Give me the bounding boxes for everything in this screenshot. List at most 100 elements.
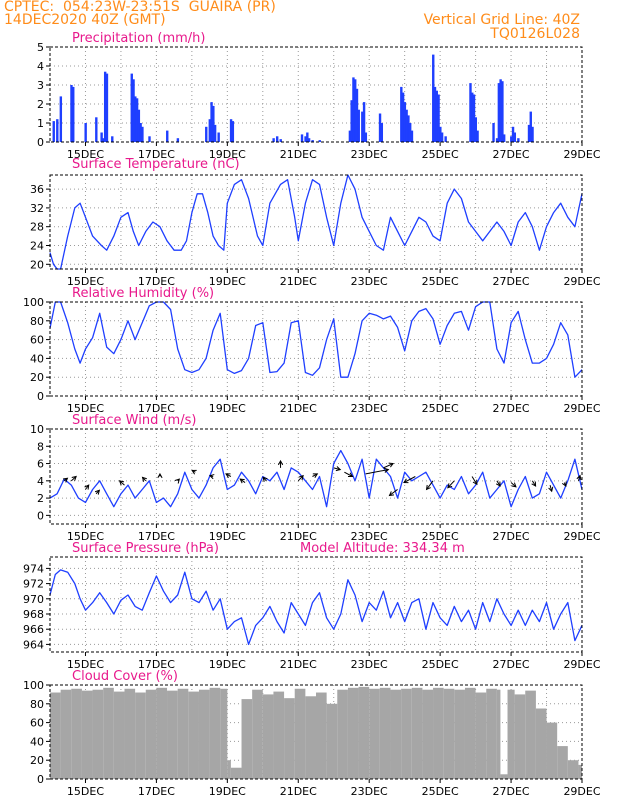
wind-x-tick-label: 27DEC <box>493 530 530 543</box>
wind-arrow <box>447 480 455 489</box>
precip-bar <box>511 126 515 142</box>
precip-title: Precipitation (mm/h) <box>72 31 205 46</box>
wind-arrow-head <box>118 480 125 486</box>
wind-arrow-head <box>312 473 319 478</box>
precip-y-tick-label: 4 <box>37 60 44 73</box>
cloud-cover-bar <box>486 688 497 779</box>
wind-arrow-head <box>383 467 390 473</box>
cloud-y-tick-label: 0 <box>37 773 44 786</box>
wind-frame <box>49 428 583 525</box>
precip-bar <box>444 136 447 142</box>
precip-bar <box>529 111 532 142</box>
precip-bar <box>212 105 215 142</box>
pressure-x-tick-label: 25DEC <box>422 658 459 671</box>
precip-bar <box>210 102 213 142</box>
model-code: TQ0126L028 <box>490 26 580 42</box>
precip-y-tick-label: 1 <box>37 117 44 130</box>
precip-bar <box>111 136 114 142</box>
precip-bar <box>471 92 474 142</box>
wind-arrow-head <box>347 472 354 478</box>
precip-bar <box>499 79 502 142</box>
precip-bar <box>132 79 135 142</box>
wind-arrow-head <box>84 484 90 490</box>
precip-bar <box>100 132 103 142</box>
precip-bar <box>440 132 444 142</box>
cloud-cover-bar <box>252 689 263 779</box>
temp-series-line <box>49 174 583 270</box>
temp-x-tick-label: 17DEC <box>138 275 175 288</box>
precip-bar <box>272 138 275 142</box>
wind-arrow-head <box>141 476 147 482</box>
rh-y-tick-label: 0 <box>37 390 44 403</box>
cloud-cover-bar <box>156 687 168 779</box>
precip-bar <box>72 86 75 142</box>
cloud-cover-bar <box>507 689 515 779</box>
wind-arrow-head <box>388 462 395 468</box>
cloud-cover-bar <box>422 689 434 779</box>
cloud-cover-bar <box>326 703 338 779</box>
cloud-cover-bar <box>411 687 423 779</box>
temp-x-tick-label: 19DEC <box>209 275 246 288</box>
pressure-y-tick-label: 966 <box>23 623 44 636</box>
cloud-x-tick-label: 21DEC <box>280 785 317 798</box>
wind-arrow <box>471 476 478 485</box>
pressure-series-line <box>49 569 583 646</box>
cloud-cover-bar <box>71 688 82 779</box>
wind-arrow-head <box>335 466 342 472</box>
temp-title: Surface Temperature (nC) <box>72 157 240 172</box>
temp-x-tick-label: 15DEC <box>67 275 104 288</box>
model-altitude: Model Altitude: 334.34 m <box>300 541 465 556</box>
rh-x-tick-label: 25DEC <box>422 402 459 415</box>
wind-arrow <box>119 480 125 486</box>
wind-arrow-head <box>239 478 245 484</box>
cloud-cover-bar <box>358 686 370 779</box>
cloud-cover-bar <box>60 689 72 779</box>
cloud-cover-bar <box>188 691 199 779</box>
precip-x-tick-label: 25DEC <box>422 148 459 161</box>
precip-bar <box>229 119 233 142</box>
wind-arrow-head <box>62 477 69 483</box>
precip-bar <box>307 138 311 142</box>
cloud-y-tick-label: 60 <box>30 717 44 730</box>
precip-bar <box>474 117 477 142</box>
rh-x-tick-label: 15DEC <box>67 402 104 415</box>
cloud-x-tick-label: 23DEC <box>351 785 388 798</box>
cloud-x-tick-label: 29DEC <box>563 785 600 798</box>
cloud-cover-bar <box>347 687 359 779</box>
pressure-title: Surface Pressure (hPa) <box>72 541 219 556</box>
precip-bar <box>401 92 405 142</box>
precip-bar <box>476 130 479 142</box>
cloud-cover-bar <box>369 688 380 779</box>
wind-arrow-head <box>388 491 394 497</box>
precip-bar <box>355 88 359 142</box>
temp-y-tick-label: 28 <box>30 221 44 234</box>
vertical-grid-note: Vertical Grid Line: 40Z <box>423 12 580 28</box>
wind-x-tick-label: 19DEC <box>209 530 246 543</box>
wind-y-tick-label: 10 <box>30 423 44 436</box>
precip-bar <box>352 77 355 142</box>
cloud-cover-bar <box>514 694 526 779</box>
cloud-cover-bar <box>294 688 306 779</box>
rh-series-line <box>49 301 583 378</box>
cloud-x-tick-label: 27DEC <box>493 785 530 798</box>
precip-bar <box>350 100 353 142</box>
wind-y-tick-label: 0 <box>37 509 44 522</box>
cloud-y-tick-label: 80 <box>30 698 44 711</box>
precip-bar <box>433 86 437 142</box>
precip-bar <box>407 115 410 142</box>
rh-x-tick-label: 29DEC <box>563 402 600 415</box>
cloud-cover-bar <box>525 690 536 779</box>
cloud-cover-bar <box>50 692 61 779</box>
wind-arrow-head <box>262 476 268 482</box>
cloud-cover-bar <box>557 746 568 779</box>
precip-bar <box>95 117 98 142</box>
wind-arrow-head <box>403 478 409 484</box>
wind-arrow-head <box>71 475 77 481</box>
precip-bar <box>304 136 307 142</box>
cloud-cover-bar <box>220 688 228 779</box>
temp-x-tick-label: 27DEC <box>493 275 530 288</box>
cloud-cover-bar <box>567 760 579 779</box>
wind-arrow-head <box>174 478 181 484</box>
pressure-y-tick-label: 968 <box>23 608 44 621</box>
